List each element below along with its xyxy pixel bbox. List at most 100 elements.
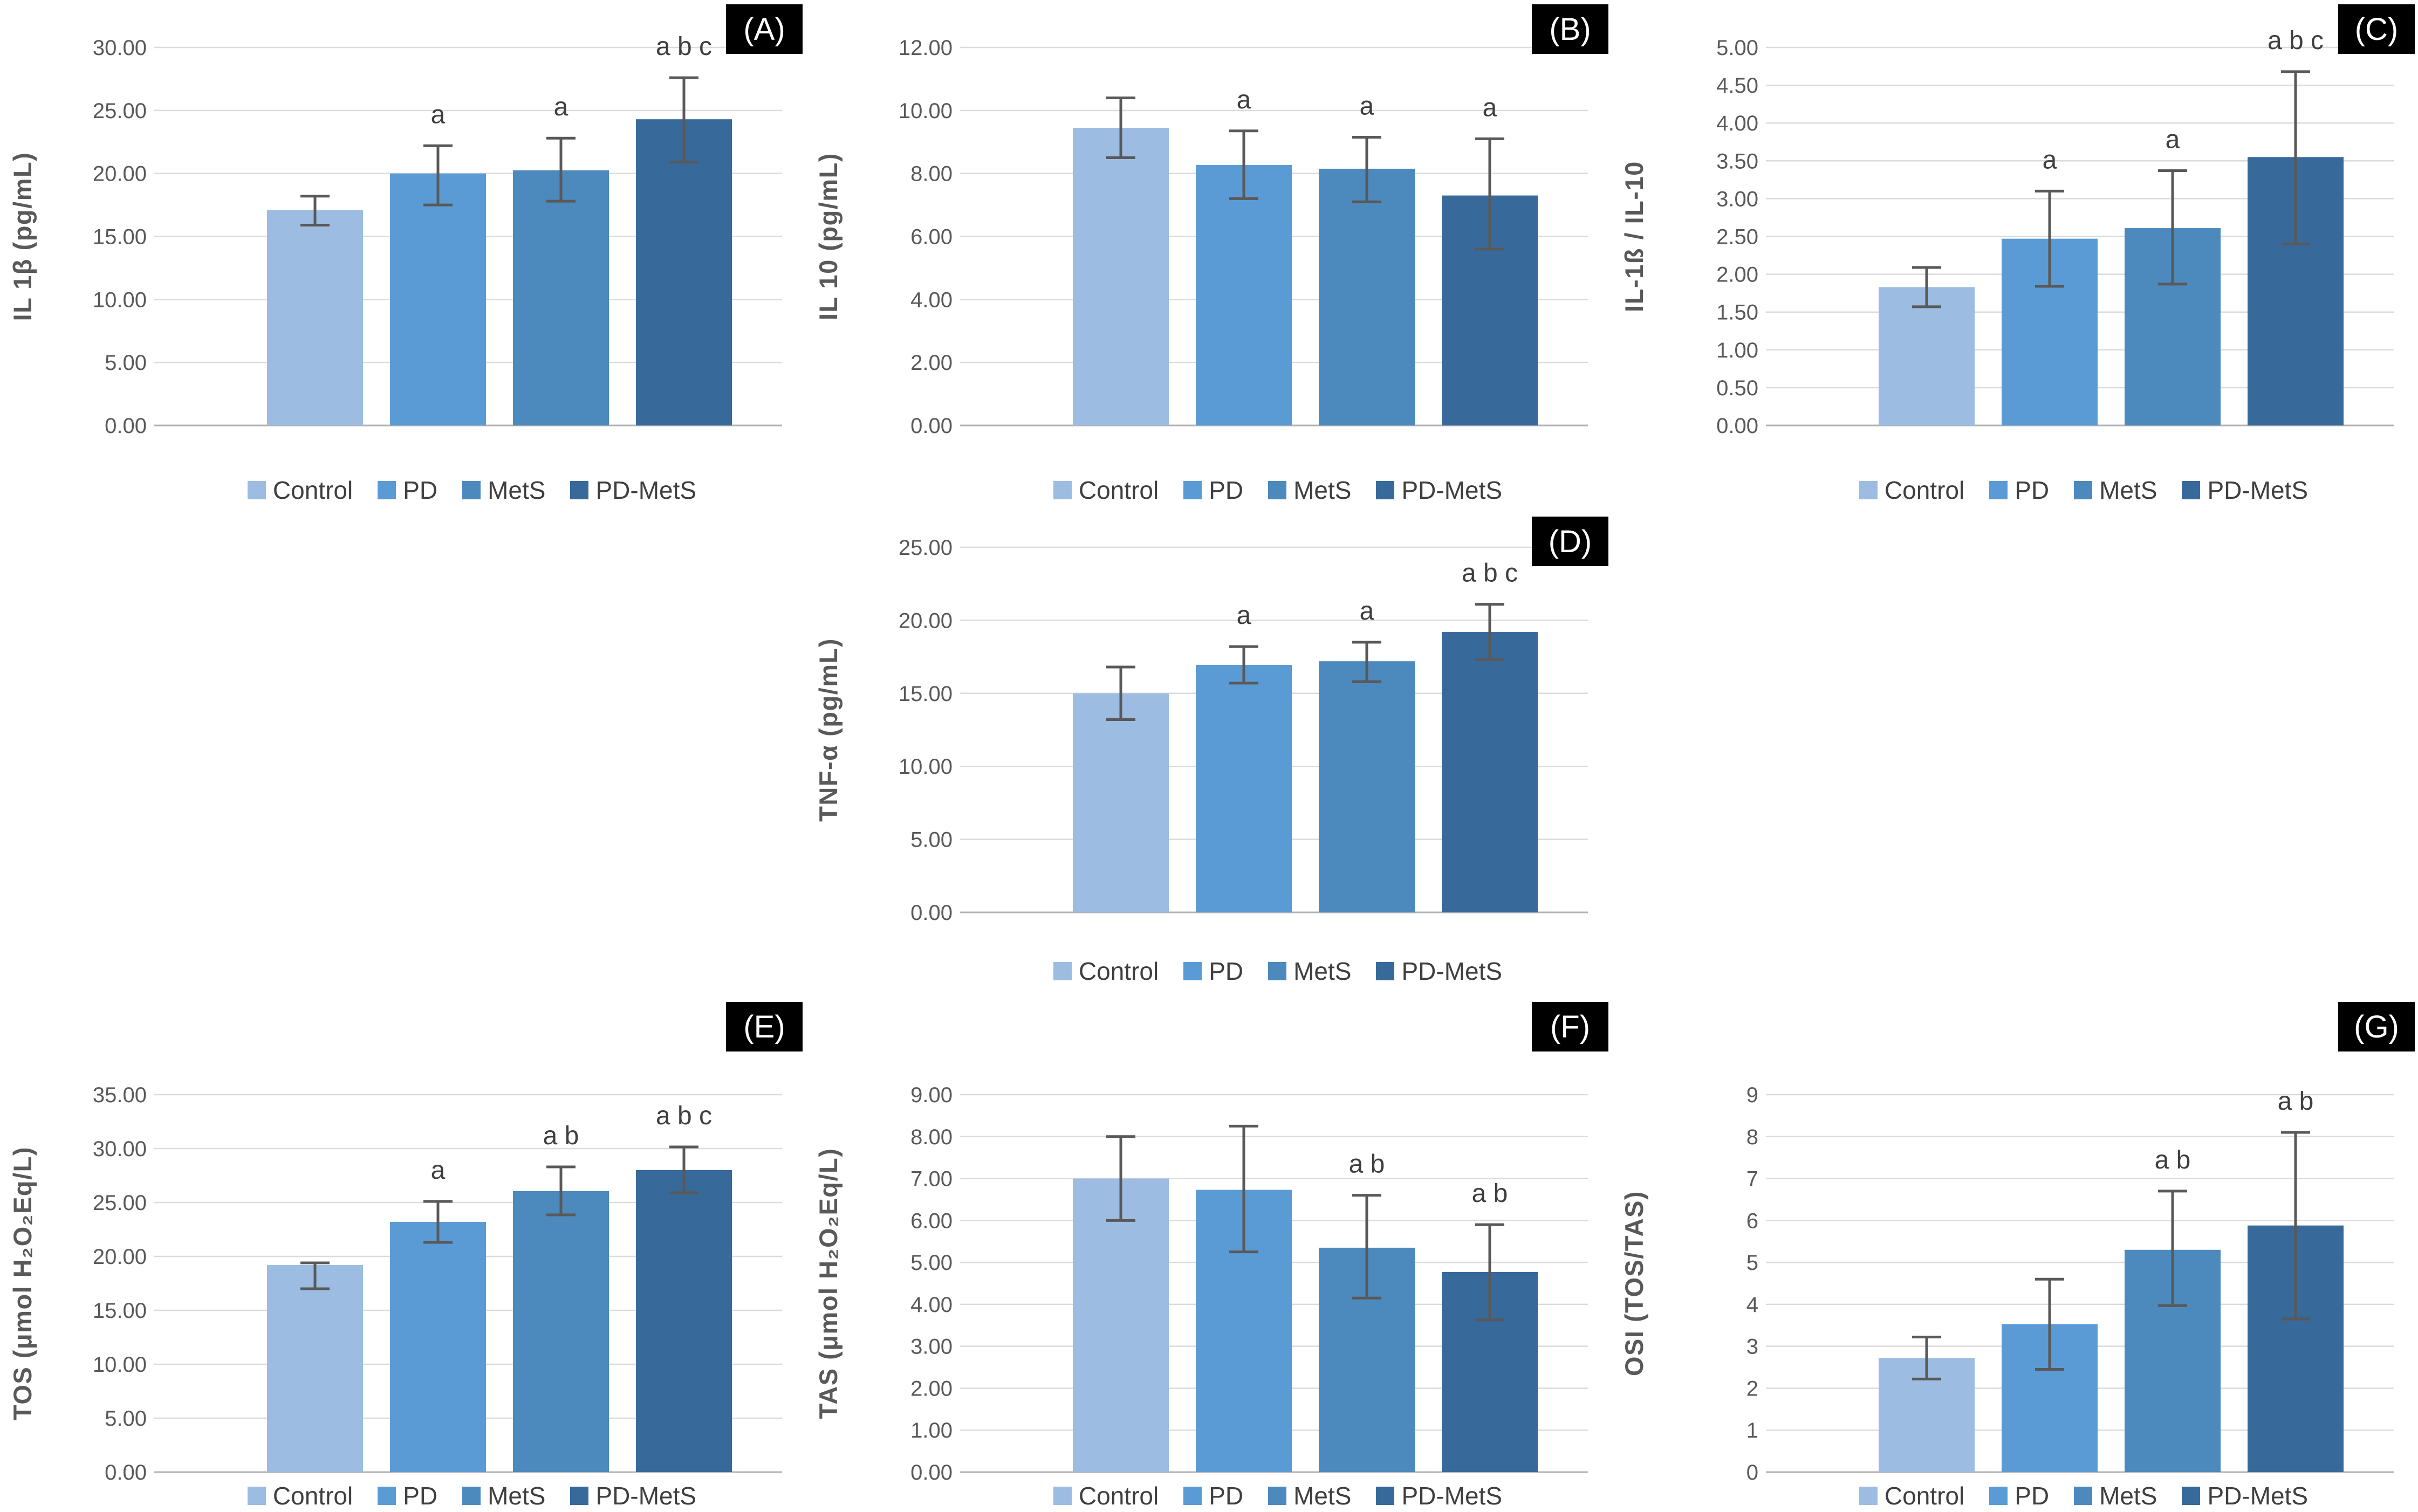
error-bar-pd-mets <box>669 1145 698 1194</box>
figure-cell-r3c3: (G) 0 1 2 3 4 5 6 7 8 9 a b a b OSI (TOS/TAS) Control P… <box>1612 998 2418 1512</box>
bar-control <box>1879 287 1975 425</box>
legend-item-control: Control <box>247 476 353 505</box>
legend-item-pd: PD <box>1989 1481 2049 1510</box>
y-tick-label: 0 <box>1746 1461 1758 1484</box>
legend-item-control: Control <box>1859 1481 1964 1510</box>
error-bar-pd <box>423 1200 453 1244</box>
bar-chart-D: 0.00 5.00 10.00 15.00 20.00 25.00 a a a b c TNF-α… <box>814 536 1588 925</box>
y-axis-label: TOS (μmol H₂O₂Eq/L) <box>8 1146 37 1420</box>
error-bar-mets <box>546 136 576 203</box>
y-tick-label: 2.00 <box>1716 263 1758 287</box>
legend-label: MetS <box>1293 957 1352 985</box>
legend-item-pd-mets: PD-MetS <box>1376 1481 1502 1510</box>
y-tick-label: 1.50 <box>1716 301 1758 325</box>
bar-mets <box>1319 661 1415 912</box>
error-bar-pd <box>1229 1124 1258 1254</box>
figure-cell-r2c1 <box>0 512 806 998</box>
panel-label-A: (A) <box>726 4 803 54</box>
significance-annotation: a <box>431 100 446 129</box>
y-tick-label: 1 <box>1746 1419 1758 1442</box>
panel-label-B: (B) <box>1532 4 1608 54</box>
legend-swatch-icon <box>1183 962 1202 980</box>
panel-label-D: (D) <box>1532 517 1608 566</box>
legend-item-pd-mets: PD-MetS <box>2182 1481 2308 1510</box>
panel-label-C: (C) <box>2338 4 2415 54</box>
legend-label: PD-MetS <box>2207 476 2309 504</box>
bar-mets <box>513 170 609 425</box>
legend-swatch-icon <box>1859 1487 1878 1505</box>
legend-label: MetS <box>1293 476 1352 504</box>
y-tick-label: 10.00 <box>93 288 147 312</box>
bar-control <box>267 1265 363 1472</box>
legend-label: PD <box>403 476 438 504</box>
legend-label: MetS <box>1293 1482 1352 1510</box>
legend-item-control: Control <box>1053 1481 1159 1510</box>
bar-control <box>1073 693 1169 912</box>
legend-label: PD <box>2015 1482 2050 1510</box>
legend-swatch-icon <box>570 1487 589 1505</box>
legend-swatch-icon <box>1989 1487 2008 1505</box>
legend-swatch-icon <box>378 1487 396 1505</box>
legend-item-pd: PD <box>378 1481 437 1510</box>
legend-item-pd: PD <box>1183 476 1243 505</box>
legend-swatch-icon <box>570 481 589 499</box>
panel-label-F: (F) <box>1532 1002 1608 1051</box>
error-bar-mets <box>1352 1194 1381 1300</box>
error-bar-pd-mets <box>1475 137 1504 251</box>
legend-swatch-icon <box>2182 481 2201 499</box>
bar-mets <box>513 1191 609 1472</box>
y-tick-label: 20.00 <box>93 162 147 186</box>
legend-item-mets: MetS <box>1268 957 1351 986</box>
error-bar-control <box>1106 1135 1135 1222</box>
legend-swatch-icon <box>462 1487 481 1505</box>
y-tick-label: 7 <box>1746 1167 1758 1191</box>
bar-pd <box>1196 664 1292 912</box>
figure-cell-r2c2: (D) 0.00 5.00 10.00 15.00 20.00 25.00 a a a b c TN… <box>806 512 1612 998</box>
y-tick-label: 6.00 <box>910 1209 953 1233</box>
legend-swatch-icon <box>1268 1487 1287 1505</box>
significance-annotation: a <box>1360 597 1374 626</box>
y-tick-label: 5.00 <box>1716 36 1758 60</box>
significance-annotation: a b c <box>656 1102 712 1130</box>
legend-item-pd-mets: PD-MetS <box>1376 476 1502 505</box>
legend-label: Control <box>1884 1482 1965 1510</box>
bar-chart-C: 0.00 0.50 1.00 1.50 2.00 2.50 3.00 3.50 4.00 4.50… <box>1620 26 2394 438</box>
legend-item-pd: PD <box>1183 957 1243 986</box>
significance-annotation: a b c <box>656 32 712 61</box>
y-tick-label: 0.00 <box>105 414 147 438</box>
legend-swatch-icon <box>1183 481 1202 499</box>
significance-annotation: a b c <box>2268 26 2324 55</box>
bar-control <box>267 210 363 425</box>
error-bar-mets <box>2158 169 2187 286</box>
legend-label: MetS <box>2099 1482 2157 1510</box>
y-tick-label: 8 <box>1746 1125 1758 1149</box>
error-bar-mets <box>2158 1190 2187 1307</box>
legend-swatch-icon <box>2074 481 2093 499</box>
legend-item-mets: MetS <box>1268 476 1351 505</box>
y-tick-label: 10.00 <box>899 99 953 123</box>
legend-swatch-icon <box>462 481 481 499</box>
legend-item-mets: MetS <box>462 476 545 505</box>
bar-pd <box>1196 164 1292 425</box>
error-bar-control <box>1106 96 1135 159</box>
y-tick-label: 1.00 <box>910 1419 953 1442</box>
bar-chart-A: 0.00 5.00 10.00 15.00 20.00 25.00 30.00 a a a b c… <box>8 32 782 438</box>
y-tick-label: 0.00 <box>1716 414 1758 438</box>
legend-swatch-icon <box>1053 481 1072 499</box>
y-tick-label: 4.00 <box>1716 112 1758 135</box>
legend-label: Control <box>1078 957 1159 985</box>
error-bar-control <box>1106 665 1135 721</box>
y-tick-label: 5.00 <box>910 828 953 852</box>
y-tick-label: 3.50 <box>1716 149 1758 173</box>
y-tick-label: 9.00 <box>910 1083 953 1107</box>
panel-label-E: (E) <box>726 1002 803 1051</box>
significance-annotation: a b <box>2278 1087 2314 1116</box>
legend-label: Control <box>1884 476 1965 504</box>
legend-swatch-icon <box>1183 1487 1202 1505</box>
bar-mets <box>1319 168 1415 425</box>
legend-swatch-icon <box>1989 481 2008 499</box>
y-tick-label: 2.00 <box>910 351 953 375</box>
error-bar-pd-mets <box>1475 603 1504 662</box>
panel-label-G: (G) <box>2338 1002 2415 1051</box>
bar-control <box>1073 127 1169 425</box>
